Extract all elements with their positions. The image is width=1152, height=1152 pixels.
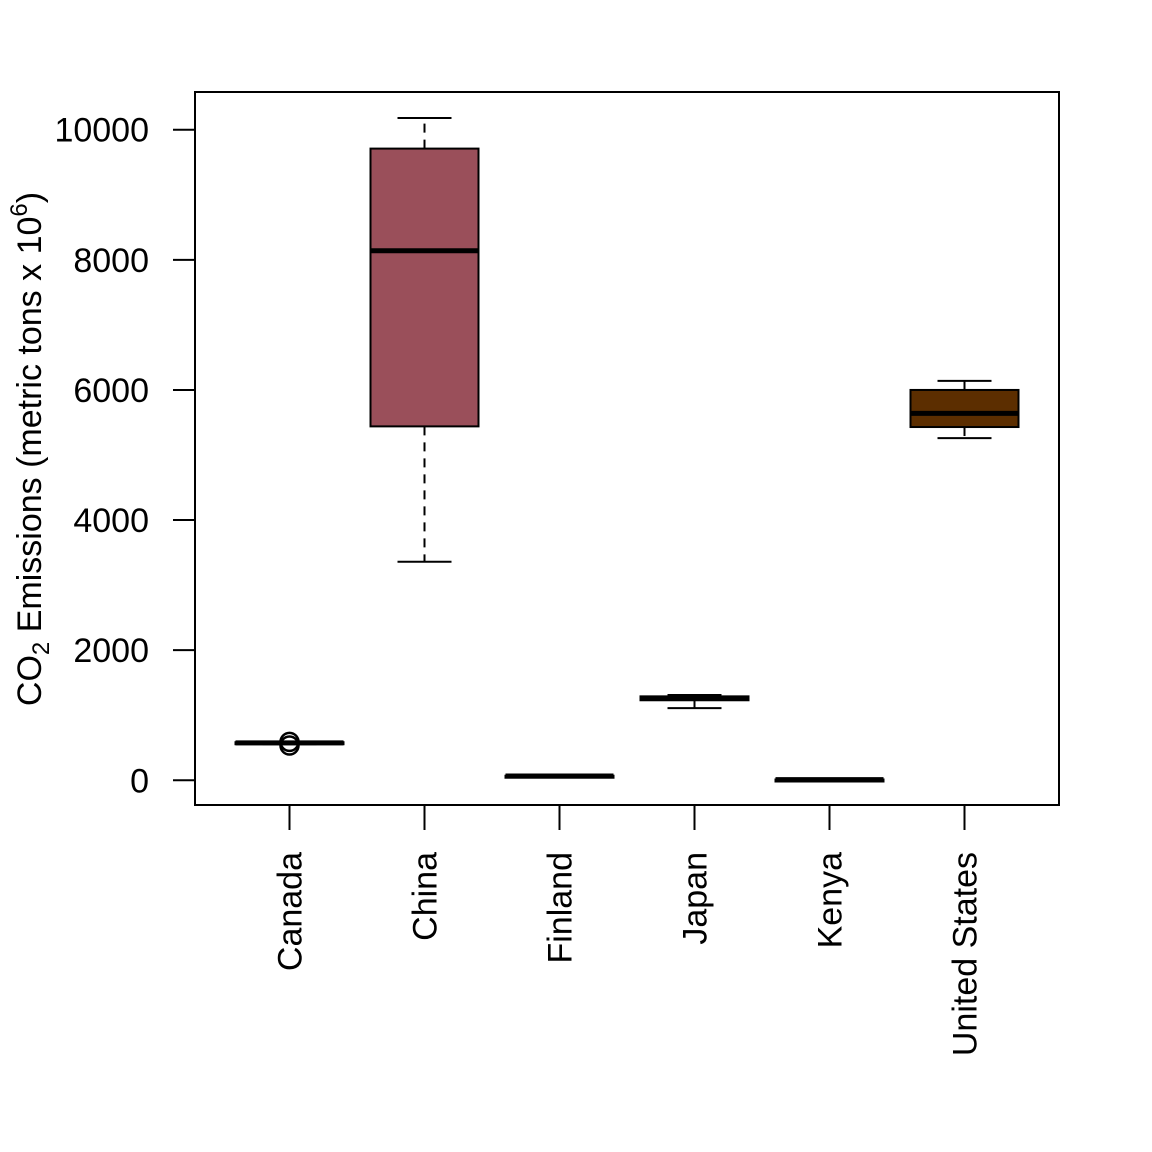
y-axis-label: CO2 Emissions (metric tons x 106) bbox=[6, 192, 55, 706]
y-tick-label-0: 0 bbox=[130, 762, 149, 800]
y-label-superscript: 6 bbox=[6, 203, 33, 216]
iqr-box bbox=[369, 147, 480, 428]
y-label-subscript: 2 bbox=[28, 642, 55, 655]
box-5 bbox=[909, 379, 1020, 440]
x-tick-label-3: Japan bbox=[677, 852, 715, 945]
box-0 bbox=[234, 731, 345, 756]
y-label-middle: Emissions (metric tons x 10 bbox=[11, 217, 49, 642]
y-axis: 0 2000 4000 6000 8000 10000 bbox=[54, 112, 196, 800]
x-tick-label-4: Kenya bbox=[812, 852, 850, 948]
y-tick-label-2000: 2000 bbox=[73, 632, 149, 670]
plot-frame bbox=[194, 91, 1060, 806]
y-tick-label-8000: 8000 bbox=[73, 242, 149, 280]
y-tick-label-10000: 10000 bbox=[54, 112, 149, 150]
x-axis: Canada China Finland Japan Kenya United State… bbox=[272, 805, 985, 1056]
y-label-suffix: ) bbox=[11, 192, 49, 203]
x-tick-label-2: Finland bbox=[542, 852, 580, 964]
box-3 bbox=[639, 694, 750, 710]
y-label-prefix: CO bbox=[11, 655, 49, 706]
x-tick-label-5: United States bbox=[947, 852, 985, 1056]
y-tick-label-6000: 6000 bbox=[73, 372, 149, 410]
boxes-layer bbox=[234, 117, 1020, 783]
iqr-box bbox=[909, 388, 1020, 429]
box-2 bbox=[504, 773, 615, 779]
y-tick-label-4000: 4000 bbox=[73, 502, 149, 540]
box-1 bbox=[369, 117, 480, 563]
x-tick-label-1: China bbox=[407, 852, 445, 941]
x-tick-label-0: Canada bbox=[272, 852, 310, 971]
box-4 bbox=[774, 777, 885, 783]
outlier-point-1 bbox=[279, 735, 300, 756]
